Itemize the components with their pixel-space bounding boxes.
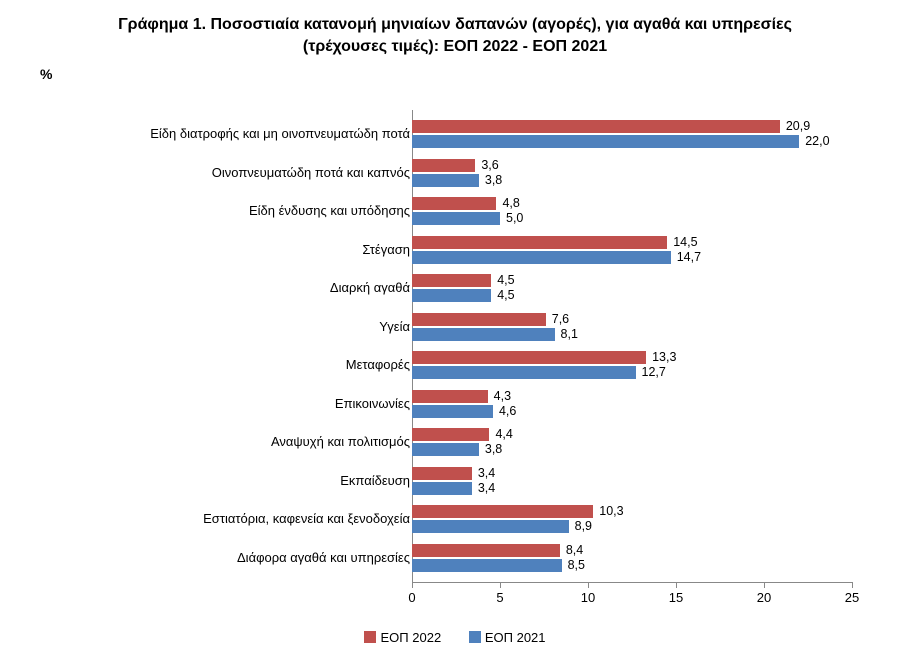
bar-2022 [412,390,488,403]
bar-2022 [412,428,489,441]
bar-2021 [412,520,569,533]
value-label-2021: 12,7 [642,365,666,379]
bar-2022 [412,351,646,364]
value-label-2021: 8,9 [575,519,592,533]
bar-2022 [412,467,472,480]
legend-item-2022: ΕΟΠ 2022 [364,630,441,645]
value-label-2021: 14,7 [677,250,701,264]
value-label-2022: 4,5 [497,273,514,287]
value-label-2021: 4,5 [497,288,514,302]
value-label-2022: 3,4 [478,466,495,480]
bar-2022 [412,313,546,326]
value-label-2022: 4,3 [494,389,511,403]
legend-swatch-2022 [364,631,376,643]
x-tick-label: 25 [845,590,859,605]
bar-2021 [412,482,472,495]
title-line-2: (τρέχουσες τιμές): ΕΟΠ 2022 - ΕΟΠ 2021 [303,38,607,55]
x-tick [764,582,765,588]
plot-area: 051015202520,922,03,63,84,85,014,514,74,… [412,110,852,582]
value-label-2021: 3,4 [478,481,495,495]
legend-label-2021: ΕΟΠ 2021 [485,630,546,645]
y-axis-unit: % [40,66,52,82]
category-label: Είδη διατροφής και μη οινοπνευματώδη ποτ… [30,126,410,141]
x-tick-label: 5 [496,590,503,605]
bar-2021 [412,559,562,572]
x-tick-label: 15 [669,590,683,605]
value-label-2022: 4,8 [502,196,519,210]
x-tick-label: 20 [757,590,771,605]
bar-2022 [412,505,593,518]
bar-2021 [412,443,479,456]
category-label: Οινοπνευματώδη ποτά και καπνός [30,165,410,180]
value-label-2022: 8,4 [566,543,583,557]
category-label: Διάφορα αγαθά και υπηρεσίες [30,550,410,565]
x-tick [500,582,501,588]
value-label-2021: 5,0 [506,211,523,225]
category-label: Στέγαση [30,242,410,257]
x-tick-label: 10 [581,590,595,605]
bar-2022 [412,544,560,557]
category-label: Διαρκή αγαθά [30,280,410,295]
value-label-2022: 13,3 [652,350,676,364]
bar-2022 [412,197,496,210]
chart-container: Γράφημα 1. Ποσοστιαία κατανομή μηνιαίων … [0,0,910,661]
category-label: Μεταφορές [30,357,410,372]
x-tick [852,582,853,588]
x-tick [676,582,677,588]
value-label-2021: 3,8 [485,173,502,187]
bar-2021 [412,289,491,302]
bar-2022 [412,120,780,133]
category-label: Αναψυχή και πολιτισμός [30,434,410,449]
plot-wrap: 051015202520,922,03,63,84,85,014,514,74,… [0,110,910,582]
value-label-2022: 20,9 [786,119,810,133]
x-tick [588,582,589,588]
value-label-2022: 3,6 [481,158,498,172]
bar-2021 [412,405,493,418]
chart-title: Γράφημα 1. Ποσοστιαία κατανομή μηνιαίων … [0,14,910,57]
legend-label-2022: ΕΟΠ 2022 [380,630,441,645]
legend: ΕΟΠ 2022 ΕΟΠ 2021 [0,630,910,645]
value-label-2022: 4,4 [495,427,512,441]
bar-2022 [412,159,475,172]
bar-2021 [412,251,671,264]
value-label-2022: 10,3 [599,504,623,518]
category-label: Είδη ένδυσης και υπόδησης [30,203,410,218]
x-tick-label: 0 [408,590,415,605]
bar-2021 [412,328,555,341]
legend-swatch-2021 [469,631,481,643]
legend-item-2021: ΕΟΠ 2021 [469,630,546,645]
x-axis-line [412,582,852,583]
value-label-2021: 8,1 [561,327,578,341]
value-label-2022: 7,6 [552,312,569,326]
bar-2021 [412,174,479,187]
value-label-2021: 3,8 [485,442,502,456]
value-label-2022: 14,5 [673,235,697,249]
value-label-2021: 4,6 [499,404,516,418]
bar-2021 [412,212,500,225]
category-label: Εστιατόρια, καφενεία και ξενοδοχεία [30,511,410,526]
category-label: Εκπαίδευση [30,473,410,488]
bar-2022 [412,274,491,287]
title-line-1: Γράφημα 1. Ποσοστιαία κατανομή μηνιαίων … [118,16,792,33]
value-label-2021: 22,0 [805,134,829,148]
bar-2022 [412,236,667,249]
category-label: Επικοινωνίες [30,396,410,411]
bar-2021 [412,135,799,148]
value-label-2021: 8,5 [568,558,585,572]
x-tick [412,582,413,588]
category-label: Υγεία [30,319,410,334]
bar-2021 [412,366,636,379]
